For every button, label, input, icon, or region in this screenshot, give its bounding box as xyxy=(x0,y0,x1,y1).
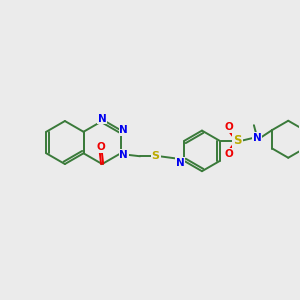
Text: N: N xyxy=(176,158,184,167)
Text: N: N xyxy=(253,133,261,143)
Text: O: O xyxy=(224,149,233,159)
Text: N: N xyxy=(98,114,106,124)
Text: N: N xyxy=(119,125,128,135)
Text: O: O xyxy=(224,122,233,132)
Text: S: S xyxy=(152,151,160,161)
Text: O: O xyxy=(96,142,105,152)
Text: N: N xyxy=(119,150,128,160)
Text: S: S xyxy=(233,134,242,147)
